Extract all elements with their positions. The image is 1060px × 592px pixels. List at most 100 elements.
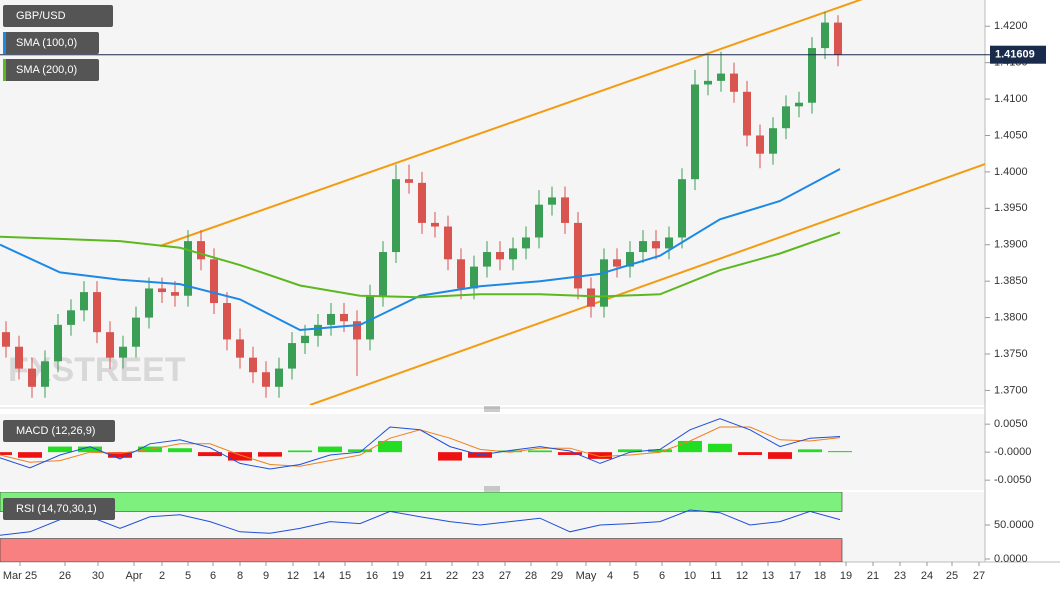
candle-body xyxy=(730,73,738,92)
histogram-bar xyxy=(18,452,42,458)
legend-label: SMA (100,0) xyxy=(16,37,77,49)
x-tick-label: 21 xyxy=(420,570,432,582)
x-tick-label: 5 xyxy=(185,570,191,582)
x-tick-label: Apr xyxy=(125,570,142,582)
candle-body xyxy=(509,248,517,260)
candle-body xyxy=(2,332,10,347)
x-tick-label: 24 xyxy=(921,570,933,582)
histogram-bar xyxy=(588,452,612,459)
candle-body xyxy=(197,241,205,260)
x-tick-label: 23 xyxy=(894,570,906,582)
x-tick-label: 23 xyxy=(472,570,484,582)
candle-body xyxy=(15,346,23,369)
y-tick-label: 50.0000 xyxy=(994,519,1034,531)
candle-body xyxy=(379,252,387,296)
histogram-bar xyxy=(708,443,732,453)
candle-body xyxy=(743,91,751,136)
candle-body xyxy=(639,241,647,253)
candle-body xyxy=(132,317,140,347)
candle-body xyxy=(184,241,192,296)
x-tick-label: 15 xyxy=(339,570,351,582)
candle-body xyxy=(600,259,608,307)
x-tick-label: 17 xyxy=(789,570,801,582)
candle-body xyxy=(327,313,335,325)
histogram-bar xyxy=(648,449,672,453)
y-tick-label: 0.0050 xyxy=(994,418,1028,430)
histogram-bar xyxy=(78,446,102,453)
candle-body xyxy=(431,222,439,227)
trend-line xyxy=(159,0,863,247)
candle-body xyxy=(587,288,595,307)
candle-body xyxy=(821,22,829,49)
candle-body xyxy=(795,102,803,107)
y-tick-label: 1.3700 xyxy=(994,384,1028,396)
histogram-bar xyxy=(318,446,342,453)
x-tick-label: 13 xyxy=(762,570,774,582)
x-tick-label: 18 xyxy=(814,570,826,582)
histogram-bar xyxy=(528,450,552,453)
histogram-bar xyxy=(768,452,792,459)
candle-body xyxy=(106,332,114,358)
x-tick-label: 6 xyxy=(659,570,665,582)
histogram-bar xyxy=(678,440,702,453)
candle-body xyxy=(262,372,270,387)
candle-body xyxy=(678,179,686,238)
last-price-box xyxy=(990,45,1046,64)
y-tick-label: 1.4000 xyxy=(994,166,1028,178)
candle-body xyxy=(418,182,426,223)
x-tick-label: 27 xyxy=(499,570,511,582)
candle-body xyxy=(522,237,530,249)
candle-body xyxy=(340,313,348,322)
candle-body xyxy=(28,368,36,387)
sma-line xyxy=(0,168,841,332)
x-tick-label: 26 xyxy=(59,570,71,582)
legend-box xyxy=(3,420,115,442)
candle-body xyxy=(483,252,491,267)
trend-line xyxy=(309,163,985,405)
price-plot: FXSTREET xyxy=(0,0,985,405)
indicator-title: RSI (14,70,30,1) xyxy=(16,503,97,515)
candle-body xyxy=(496,252,504,260)
rsi-line xyxy=(0,509,841,536)
histogram-bar xyxy=(438,452,462,461)
y-tick-label: 1.4100 xyxy=(994,93,1028,105)
candle-body xyxy=(782,106,790,129)
legend-swatch xyxy=(3,59,6,81)
x-tick-label: 25 xyxy=(946,570,958,582)
histogram-bar xyxy=(498,450,522,453)
histogram-bar xyxy=(228,452,252,461)
x-tick-label: Mar 25 xyxy=(3,570,37,582)
candle-body xyxy=(470,266,478,289)
histogram-bar xyxy=(258,452,282,457)
histogram-bar xyxy=(348,449,372,453)
macd-line xyxy=(0,418,841,470)
histogram-bar xyxy=(828,451,852,453)
histogram-bar xyxy=(48,446,72,453)
candle-body xyxy=(249,357,257,373)
histogram-bar xyxy=(288,450,312,453)
candle-body xyxy=(353,321,361,340)
x-tick-label: 19 xyxy=(392,570,404,582)
histogram-bar xyxy=(558,452,582,455)
price-panel xyxy=(0,0,985,405)
candle-body xyxy=(405,179,413,183)
candle-body xyxy=(769,128,777,154)
y-tick-label: 1.4050 xyxy=(994,129,1028,141)
y-tick-label: 1.3750 xyxy=(994,348,1028,360)
candle-body xyxy=(535,204,543,238)
y-tick-label: -0.0000 xyxy=(994,446,1031,458)
candle-body xyxy=(613,259,621,267)
histogram-bar xyxy=(108,452,132,458)
axes: 1.42001.41501.41001.40501.40001.39501.39… xyxy=(0,20,1046,582)
x-tick-label: 12 xyxy=(736,570,748,582)
x-tick-label: May xyxy=(576,570,597,582)
macd-plot xyxy=(0,418,852,470)
x-tick-label: 30 xyxy=(92,570,104,582)
rsi-plot xyxy=(0,492,843,562)
candle-body xyxy=(626,252,634,267)
candle-body xyxy=(275,368,283,387)
candle-body xyxy=(665,237,673,249)
x-tick-label: 21 xyxy=(867,570,879,582)
